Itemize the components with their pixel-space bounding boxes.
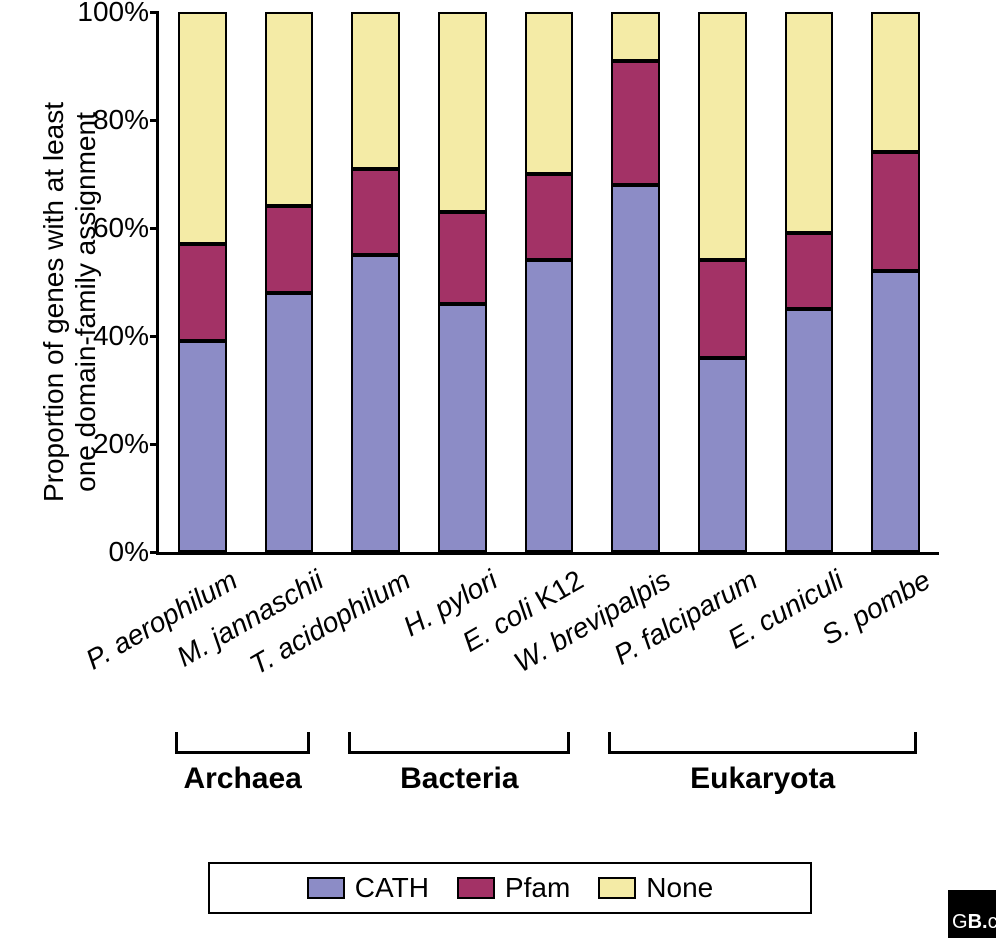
bar-segment-none bbox=[611, 12, 660, 61]
bar bbox=[178, 12, 227, 552]
bar-segment-none bbox=[871, 12, 920, 152]
bar-segment-none bbox=[525, 12, 574, 174]
bar-segment-cath bbox=[525, 260, 574, 552]
bar bbox=[351, 12, 400, 552]
bar-segment-pfam bbox=[611, 61, 660, 185]
legend-swatch bbox=[598, 877, 636, 899]
y-tick-mark bbox=[150, 119, 159, 122]
plot-area: 0%20%40%60%80%100%P. aerophilumM. jannas… bbox=[156, 12, 939, 555]
bar-segment-pfam bbox=[871, 152, 920, 271]
bar-segment-cath bbox=[178, 341, 227, 552]
bar-segment-cath bbox=[611, 185, 660, 552]
y-tick-label: 100% bbox=[77, 0, 149, 28]
group-brace bbox=[175, 732, 310, 754]
figure: Proportion of genes with at least one do… bbox=[0, 0, 1000, 942]
legend-label: Pfam bbox=[505, 872, 570, 904]
badge-g: G bbox=[952, 911, 968, 934]
group-brace bbox=[348, 732, 570, 754]
bar-segment-pfam bbox=[351, 169, 400, 255]
publisher-badge: GB.c bbox=[948, 890, 996, 938]
group-brace bbox=[608, 732, 917, 754]
bar-segment-pfam bbox=[265, 206, 314, 292]
badge-b: B. bbox=[968, 911, 988, 934]
bar-segment-none bbox=[265, 12, 314, 206]
y-tick-mark bbox=[150, 335, 159, 338]
y-tick-label: 60% bbox=[93, 212, 149, 244]
group-label: Bacteria bbox=[348, 762, 570, 796]
bar-segment-none bbox=[698, 12, 747, 260]
bar bbox=[438, 12, 487, 552]
bar-segment-cath bbox=[265, 293, 314, 552]
y-tick-mark bbox=[150, 443, 159, 446]
bar-segment-none bbox=[438, 12, 487, 212]
y-tick-mark bbox=[150, 11, 159, 14]
y-tick-mark bbox=[150, 227, 159, 230]
bar bbox=[265, 12, 314, 552]
bar-segment-pfam bbox=[698, 260, 747, 357]
bar bbox=[698, 12, 747, 552]
y-axis-title-line1: Proportion of genes with at least bbox=[38, 102, 69, 502]
bar-segment-none bbox=[178, 12, 227, 244]
bar bbox=[871, 12, 920, 552]
y-tick-mark bbox=[150, 551, 159, 554]
group-label: Archaea bbox=[175, 762, 310, 796]
bar-segment-pfam bbox=[525, 174, 574, 260]
bar-segment-none bbox=[351, 12, 400, 169]
bar-segment-cath bbox=[698, 358, 747, 552]
group-label: Eukaryota bbox=[608, 762, 917, 796]
bar-segment-none bbox=[785, 12, 834, 233]
legend-label: None bbox=[646, 872, 713, 904]
bar bbox=[785, 12, 834, 552]
bar-segment-cath bbox=[351, 255, 400, 552]
bar-segment-cath bbox=[438, 304, 487, 552]
bar-segment-cath bbox=[871, 271, 920, 552]
bar-segment-pfam bbox=[178, 244, 227, 341]
legend-swatch bbox=[457, 877, 495, 899]
y-tick-label: 80% bbox=[93, 104, 149, 136]
legend-item-pfam: Pfam bbox=[457, 872, 570, 904]
legend-label: CATH bbox=[355, 872, 429, 904]
bar-segment-pfam bbox=[785, 233, 834, 309]
bar-segment-cath bbox=[785, 309, 834, 552]
y-tick-label: 40% bbox=[93, 320, 149, 352]
y-tick-label: 0% bbox=[109, 536, 149, 568]
bar-segment-pfam bbox=[438, 212, 487, 304]
legend-swatch bbox=[307, 877, 345, 899]
legend-item-cath: CATH bbox=[307, 872, 429, 904]
badge-rest: c bbox=[988, 911, 996, 934]
legend-item-none: None bbox=[598, 872, 713, 904]
bar bbox=[525, 12, 574, 552]
y-tick-label: 20% bbox=[93, 428, 149, 460]
legend: CATH Pfam None bbox=[208, 862, 812, 914]
bar bbox=[611, 12, 660, 552]
